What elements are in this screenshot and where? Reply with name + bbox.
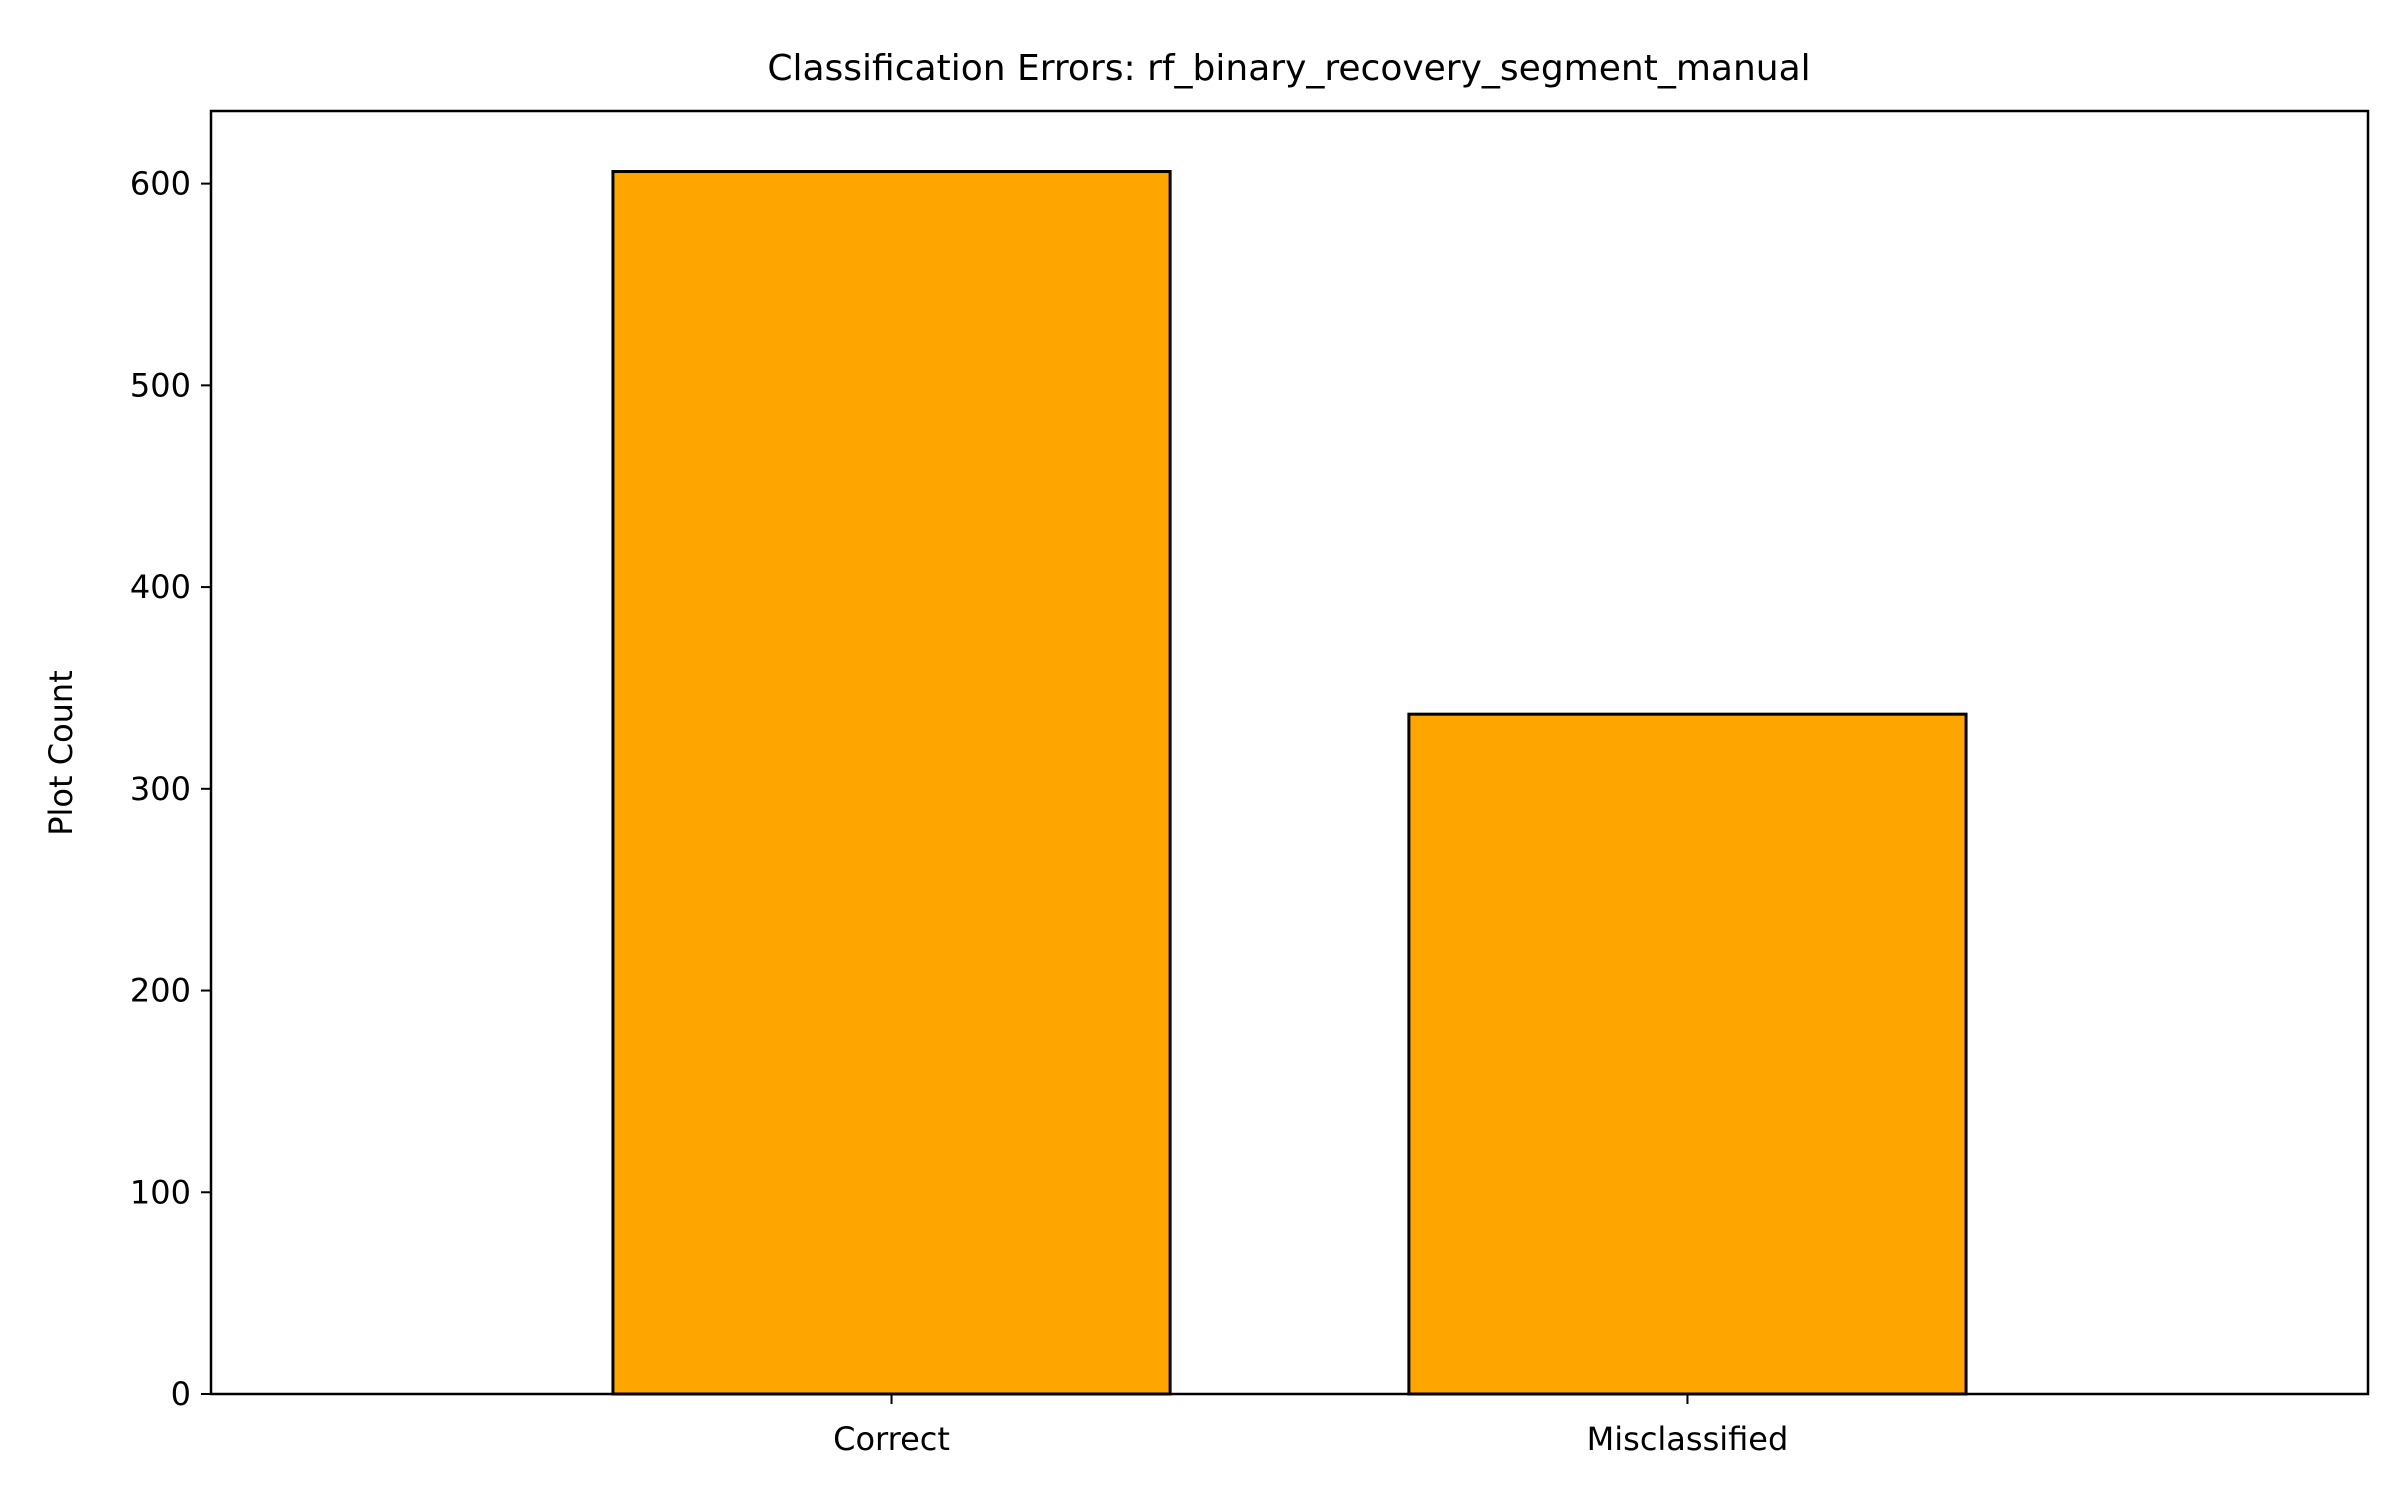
y-tick-label: 200 [130, 972, 191, 1010]
y-axis-label: Plot Count [42, 670, 80, 836]
plot-area-frame [209, 109, 2370, 1396]
y-tick-label: 0 [171, 1375, 191, 1413]
bar-misclassified [1407, 712, 1968, 1396]
y-tick-label: 100 [130, 1173, 191, 1211]
y-tick-label: 300 [130, 770, 191, 808]
y-axis-ticks: 0 100 200 300 400 500 600 [130, 165, 211, 1413]
x-tick-label: Correct [833, 1420, 950, 1458]
bars-layer [611, 170, 1968, 1396]
bar-correct [611, 170, 1172, 1396]
x-axis-ticks: Correct Misclassified [833, 1394, 1788, 1458]
y-tick-label: 500 [130, 366, 191, 404]
y-tick-label: 400 [130, 568, 191, 606]
chart-title: Classification Errors: rf_binary_recover… [767, 48, 1810, 89]
x-tick-label: Misclassified [1587, 1420, 1789, 1458]
y-tick-label: 600 [130, 165, 191, 203]
